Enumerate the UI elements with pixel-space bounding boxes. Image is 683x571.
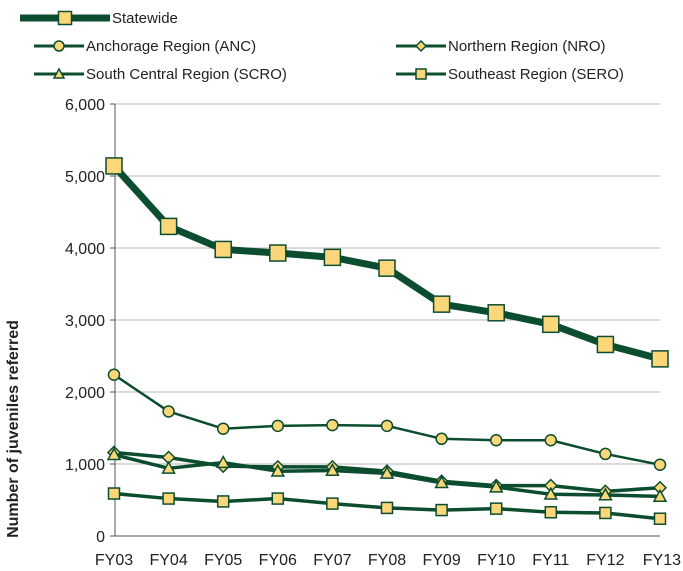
data-point-statewide	[487, 304, 505, 322]
data-point-statewide	[159, 217, 178, 236]
x-tick-label: FY06	[259, 552, 297, 569]
data-point-southeast-region-sero	[216, 495, 230, 508]
data-point-south-central-region-scro	[106, 447, 122, 461]
data-point-south-central-region-scro	[325, 462, 340, 477]
data-point-southeast-region-sero	[599, 506, 612, 520]
x-tick-label: FY05	[204, 552, 242, 569]
x-tick-label: FY04	[149, 552, 187, 569]
x-tick-label: FY03	[95, 552, 133, 569]
legend: Statewide Anchorage Region (ANC) Northern …	[20, 10, 624, 83]
y-axis-title: Number of juveniles referred	[5, 320, 22, 538]
legend-label: Northern Region (NRO)	[448, 38, 606, 55]
legend-item-statewide: Statewide	[20, 10, 178, 27]
x-tick-label: FY13	[643, 552, 681, 569]
legend-item-southeast-region-sero: Southeast Region (SERO)	[396, 66, 624, 83]
gridlines	[115, 103, 660, 465]
y-tick-label: 2,000	[65, 385, 105, 402]
data-point-anchorage-region-anc	[489, 433, 503, 447]
legend-item-anchorage-region-anc: Anchorage Region (ANC)	[34, 38, 256, 55]
legend-marker	[414, 39, 428, 53]
data-point-statewide	[105, 157, 123, 175]
data-point-southeast-region-sero	[544, 505, 558, 519]
data-point-southeast-region-sero	[326, 497, 339, 510]
x-tick-label: FY08	[368, 552, 406, 569]
series-southeast-region-sero	[107, 487, 667, 525]
data-point-anchorage-region-anc	[216, 422, 230, 435]
legend-marker	[415, 68, 427, 80]
y-tick-label: 5,000	[65, 169, 105, 186]
x-tick-label: FY12	[586, 552, 624, 569]
legend-marker	[53, 40, 65, 52]
y-tick-label: 6,000	[65, 97, 105, 114]
data-point-statewide	[542, 315, 560, 334]
data-point-southeast-region-sero	[435, 503, 448, 517]
data-point-south-central-region-scro	[543, 486, 559, 500]
legend-item-northern-region-nro: Northern Region (NRO)	[396, 38, 606, 55]
legend-label: Southeast Region (SERO)	[448, 66, 624, 83]
data-point-south-central-region-scro	[652, 488, 668, 502]
data-point-south-central-region-scro	[598, 487, 613, 501]
data-point-statewide	[323, 248, 342, 267]
data-point-anchorage-region-anc	[653, 458, 667, 471]
data-point-statewide	[378, 259, 396, 277]
data-point-southeast-region-sero	[107, 487, 121, 500]
y-tick-labels: 0 1,000 2,000 3,000 4,000 5,000 6,000	[65, 97, 105, 546]
series-south-central-region-scro	[106, 447, 668, 502]
legend-label: Anchorage Region (ANC)	[86, 38, 256, 55]
data-point-south-central-region-scro	[434, 475, 449, 489]
data-point-anchorage-region-anc	[544, 433, 558, 447]
y-tick-label: 0	[96, 529, 105, 546]
legend-label: Statewide	[112, 10, 178, 27]
data-point-southeast-region-sero	[380, 501, 394, 515]
data-point-anchorage-region-anc	[435, 432, 448, 446]
data-point-anchorage-region-anc	[107, 368, 121, 381]
legend-marker	[52, 67, 66, 79]
data-point-statewide	[651, 350, 669, 368]
data-point-southeast-region-sero	[489, 502, 503, 515]
data-point-anchorage-region-anc	[271, 419, 285, 433]
legend-marker	[57, 10, 73, 26]
x-tick-labels: FY03 FY04 FY05 FY06 FY07 FY08 FY09 FY10 FY11 FY12…	[95, 552, 681, 569]
data-point-anchorage-region-anc	[326, 418, 339, 432]
data-point-anchorage-region-anc	[162, 405, 175, 418]
data-point-southeast-region-sero	[271, 492, 285, 505]
series-anchorage-region-anc	[107, 368, 667, 471]
series-statewide	[105, 157, 669, 368]
y-tick-label: 1,000	[65, 457, 105, 474]
legend-item-south-central-region-scro: South Central Region (SCRO)	[34, 66, 287, 83]
legend-label: South Central Region (SCRO)	[86, 66, 287, 83]
y-tick-label: 3,000	[65, 313, 105, 330]
x-tick-label: FY11	[532, 552, 569, 569]
x-tick-label: FY09	[422, 552, 460, 569]
x-tick-label: FY07	[313, 552, 351, 569]
data-point-south-central-region-scro	[270, 463, 286, 477]
data-point-southeast-region-sero	[162, 492, 175, 505]
series-layer	[105, 157, 669, 525]
data-point-south-central-region-scro	[161, 460, 176, 474]
data-point-statewide	[214, 240, 232, 259]
data-point-statewide	[269, 244, 287, 262]
data-point-south-central-region-scro	[215, 455, 231, 469]
y-tick-label: 4,000	[65, 241, 105, 258]
axes	[110, 103, 660, 537]
x-tick-label: FY10	[477, 552, 515, 569]
data-point-statewide	[432, 295, 451, 313]
data-point-southeast-region-sero	[653, 512, 667, 525]
data-point-anchorage-region-anc	[380, 419, 394, 433]
data-point-south-central-region-scro	[488, 479, 504, 493]
data-point-statewide	[596, 335, 615, 354]
data-point-south-central-region-scro	[379, 465, 395, 479]
data-point-anchorage-region-anc	[599, 447, 612, 461]
